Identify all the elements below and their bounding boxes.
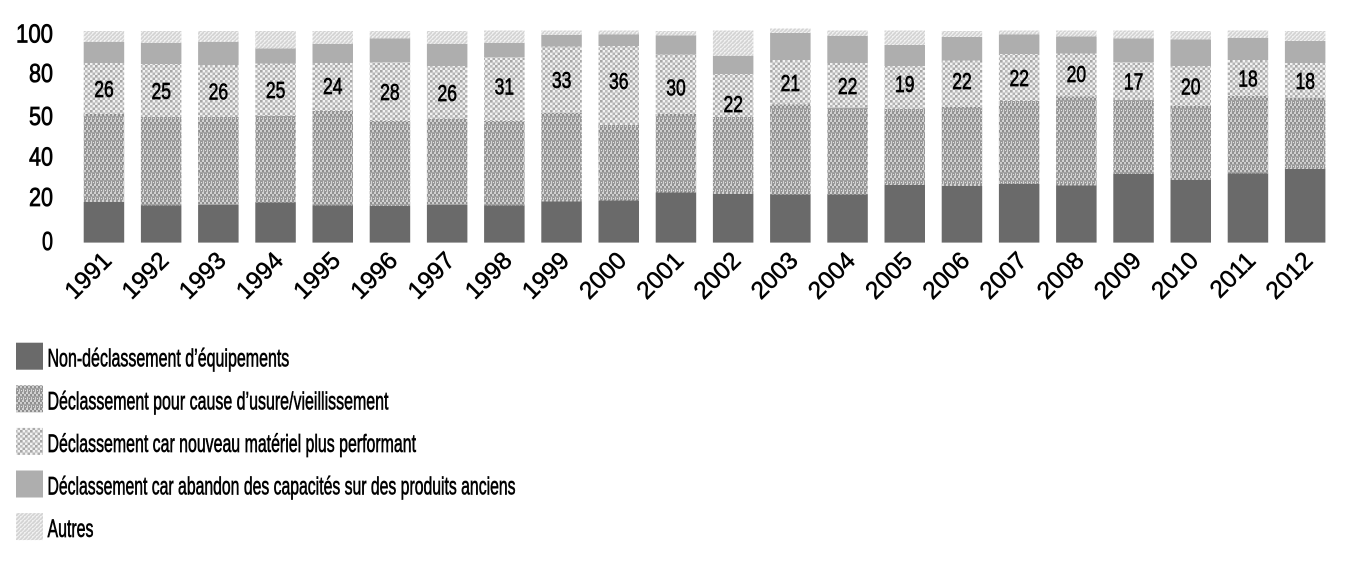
- svg-text:40: 40: [29, 142, 53, 172]
- svg-text:2001: 2001: [632, 247, 690, 305]
- svg-text:17: 17: [1124, 69, 1144, 95]
- svg-text:2003: 2003: [746, 247, 804, 305]
- svg-text:36: 36: [609, 68, 629, 94]
- svg-text:18: 18: [1295, 68, 1315, 94]
- svg-text:26: 26: [94, 76, 114, 102]
- svg-text:50: 50: [29, 101, 53, 131]
- svg-text:0: 0: [42, 226, 53, 256]
- svg-text:Déclassement car abandon des c: Déclassement car abandon des capacités s…: [48, 473, 516, 501]
- svg-text:28: 28: [380, 79, 400, 105]
- svg-text:2011: 2011: [1205, 247, 1261, 303]
- svg-text:21: 21: [781, 70, 801, 96]
- svg-text:2007: 2007: [975, 247, 1033, 305]
- svg-text:2009: 2009: [1089, 247, 1147, 305]
- svg-text:25: 25: [151, 78, 171, 104]
- svg-text:2004: 2004: [803, 247, 861, 305]
- svg-text:22: 22: [952, 68, 972, 94]
- svg-text:2012: 2012: [1261, 247, 1319, 305]
- svg-text:2000: 2000: [574, 247, 632, 305]
- svg-text:Non-déclassement d’équipements: Non-déclassement d’équipements: [48, 345, 290, 373]
- svg-text:2010: 2010: [1146, 247, 1204, 305]
- svg-text:20: 20: [1067, 61, 1087, 87]
- svg-text:2005: 2005: [860, 247, 918, 305]
- svg-text:2006: 2006: [918, 247, 976, 305]
- svg-text:1991: 1991: [60, 247, 118, 305]
- svg-text:Déclassement car nouveau matér: Déclassement car nouveau matériel plus p…: [48, 430, 417, 458]
- svg-text:22: 22: [1009, 65, 1029, 91]
- svg-text:1994: 1994: [231, 247, 289, 305]
- svg-text:26: 26: [437, 80, 457, 106]
- svg-text:22: 22: [838, 73, 858, 99]
- svg-text:25: 25: [266, 77, 286, 103]
- svg-text:22: 22: [723, 91, 743, 117]
- svg-text:2008: 2008: [1032, 247, 1090, 305]
- svg-text:Déclassement pour cause d’usur: Déclassement pour cause d’usure/vieillis…: [48, 387, 389, 415]
- svg-text:19: 19: [895, 71, 915, 97]
- svg-text:20: 20: [29, 182, 53, 212]
- svg-text:33: 33: [552, 67, 572, 93]
- svg-text:Autres: Autres: [48, 515, 94, 543]
- svg-text:2002: 2002: [689, 247, 747, 305]
- svg-text:18: 18: [1238, 66, 1258, 92]
- svg-text:1999: 1999: [517, 247, 575, 305]
- svg-text:31: 31: [495, 74, 515, 100]
- svg-text:1995: 1995: [288, 247, 346, 305]
- svg-text:1997: 1997: [403, 247, 461, 305]
- svg-text:80: 80: [29, 58, 53, 88]
- svg-text:24: 24: [323, 73, 343, 99]
- svg-text:26: 26: [209, 79, 229, 105]
- svg-text:1993: 1993: [174, 247, 232, 305]
- svg-text:100: 100: [16, 19, 53, 49]
- svg-text:1998: 1998: [460, 247, 518, 305]
- svg-text:30: 30: [666, 75, 686, 101]
- svg-text:20: 20: [1181, 74, 1201, 100]
- svg-text:1992: 1992: [117, 247, 175, 305]
- svg-text:1996: 1996: [346, 247, 404, 305]
